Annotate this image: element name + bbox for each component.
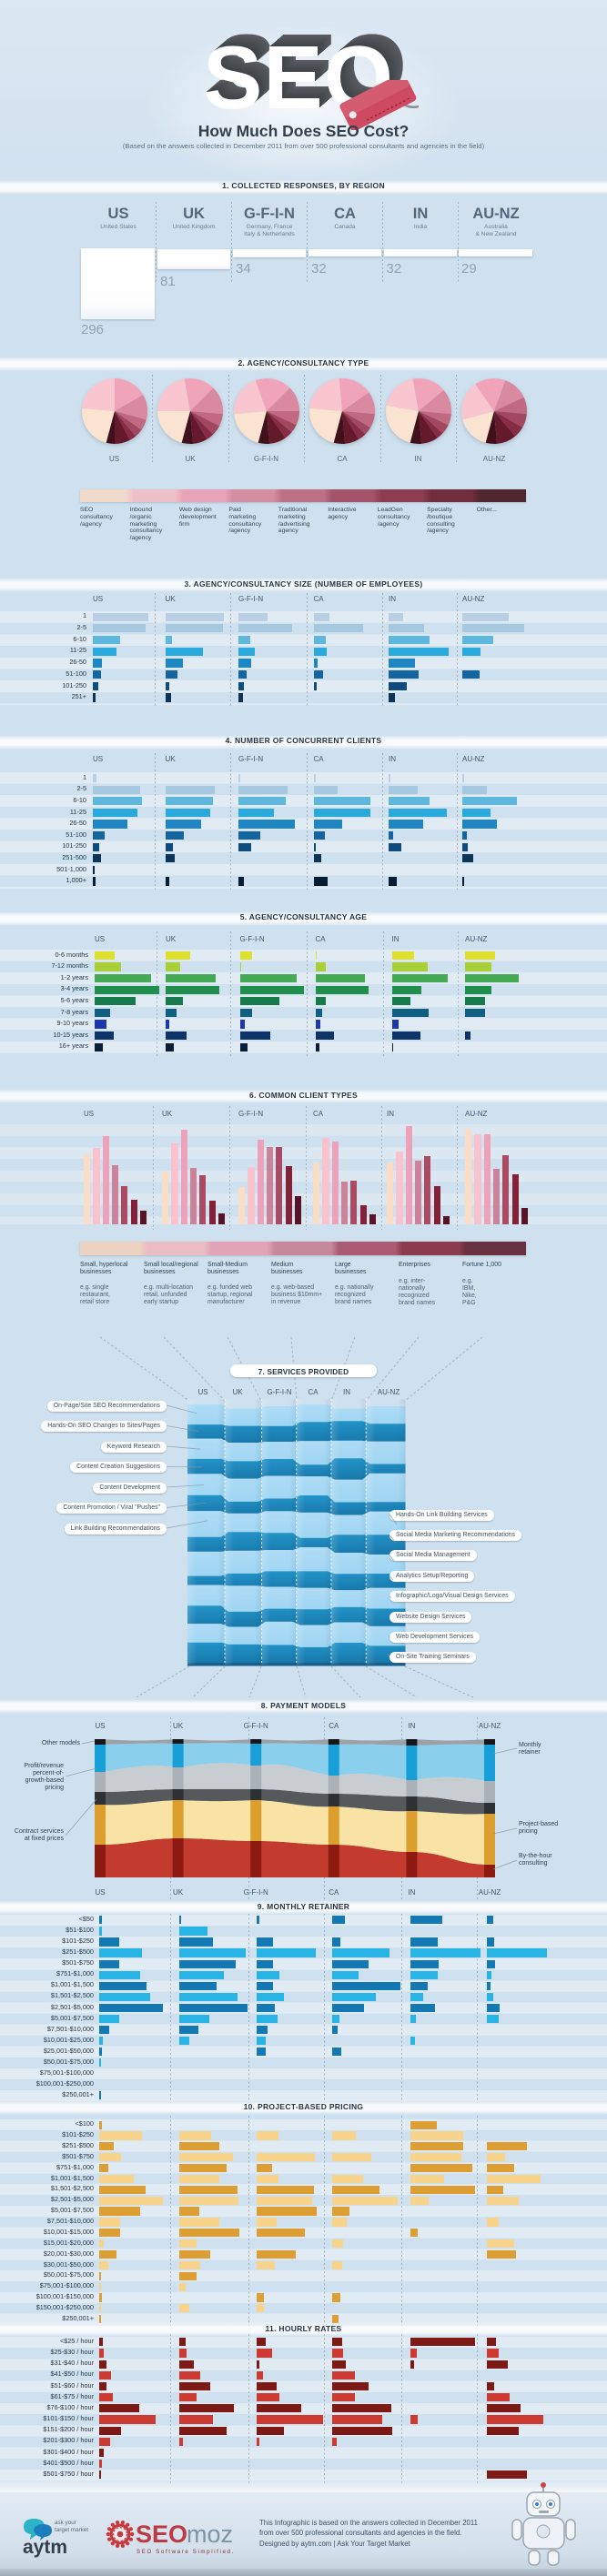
svg-text:SEO: SEO bbox=[136, 2521, 187, 2548]
svg-text:aytm: aytm bbox=[23, 2537, 67, 2558]
svg-text:SEO Software Simplified.: SEO Software Simplified. bbox=[137, 2549, 235, 2555]
svg-text:moz: moz bbox=[187, 2521, 233, 2548]
svg-text:ask your: ask your bbox=[55, 2520, 76, 2526]
svg-text:target market: target market bbox=[55, 2527, 88, 2533]
